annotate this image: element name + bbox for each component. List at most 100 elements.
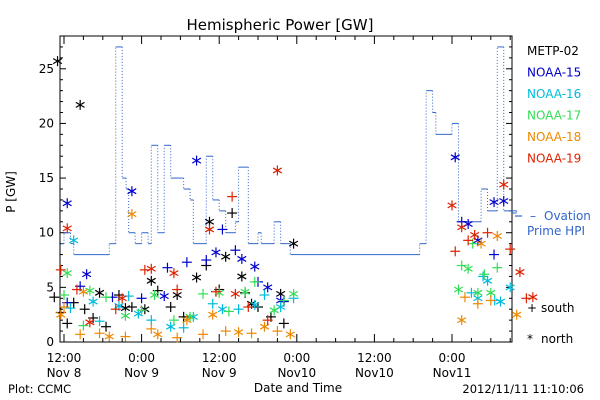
north-marker (453, 284, 464, 295)
north-marker (117, 293, 127, 304)
north-marker (211, 247, 221, 258)
x-tick-label-date: Nov10 (355, 366, 394, 380)
north-marker (120, 310, 131, 321)
south-marker (146, 323, 157, 334)
north-marker (75, 99, 85, 110)
ovation-legend-dash: – (530, 209, 536, 223)
north-marker (149, 290, 160, 301)
x-tick-label-date: Nov 8 (47, 366, 82, 380)
south-marker (233, 304, 244, 315)
data-markers (49, 56, 538, 343)
south-marker (165, 302, 176, 313)
north-marker (217, 304, 228, 315)
legend-item-noaa-15: NOAA-15 (527, 66, 581, 80)
south-marker (65, 303, 76, 314)
north-marker (495, 296, 506, 307)
south-marker (505, 244, 516, 255)
north-marker (191, 155, 202, 166)
south-marker (162, 262, 173, 273)
south-marker-label: south (541, 301, 575, 315)
x-tick-label-date: Nov 9 (202, 366, 237, 380)
south-marker (456, 260, 467, 271)
y-axis-label: P [GW] (4, 171, 18, 213)
north-marker (127, 186, 137, 197)
north-marker (169, 268, 179, 279)
north-marker (528, 292, 538, 303)
legend: METP-02 NOAA-15 NOAA-16 NOAA-17 NOAA-18 NOAA-… (527, 44, 581, 166)
north-marker (457, 222, 467, 233)
north-marker (62, 198, 72, 209)
y-tick-label: 5 (46, 280, 54, 294)
south-marker (278, 295, 289, 306)
north-marker (272, 165, 283, 176)
legend-item-noaa-18: NOAA-18 (527, 130, 581, 144)
x-tick-label-time: 0:00 (439, 351, 466, 365)
south-marker (168, 315, 179, 326)
north-marker (285, 329, 295, 340)
north-marker (146, 263, 156, 274)
y-axis-ticks: 0 5 10 15 20 25 (39, 35, 512, 349)
south-marker (110, 304, 121, 315)
south-marker (472, 298, 483, 309)
north-marker (263, 282, 273, 293)
south-marker (55, 264, 66, 275)
south-marker (249, 276, 260, 287)
south-marker (59, 290, 69, 301)
south-marker (62, 318, 73, 329)
y-tick-label: 10 (39, 226, 54, 240)
marker-legend: + south * north (527, 301, 575, 346)
chart-title: Hemispheric Power [GW] (187, 16, 374, 34)
north-marker (515, 267, 525, 278)
north-marker (269, 305, 279, 316)
south-marker (262, 315, 273, 326)
south-marker (198, 329, 209, 340)
north-marker-symbol: * (527, 332, 533, 346)
north-marker (237, 271, 247, 282)
north-marker (288, 288, 299, 299)
south-marker (94, 328, 105, 339)
north-marker (233, 327, 244, 338)
north-marker (69, 235, 79, 246)
south-marker (220, 326, 231, 337)
y-tick-label: 0 (46, 335, 54, 349)
north-marker (476, 238, 486, 249)
south-marker (230, 245, 241, 256)
x-tick-label-time: 12:00 (202, 351, 237, 365)
north-marker (288, 238, 299, 249)
north-marker (240, 286, 250, 297)
south-marker (101, 292, 112, 303)
y-tick-label: 25 (39, 62, 54, 76)
north-marker (153, 329, 163, 340)
north-marker (230, 288, 240, 299)
south-marker (139, 264, 150, 275)
north-marker-label: north (541, 332, 573, 346)
south-marker (172, 332, 183, 343)
south-marker (227, 208, 238, 219)
south-marker (459, 292, 470, 303)
ovation-legend-label-2: Prime HPI (527, 224, 585, 238)
south-marker (49, 292, 60, 303)
south-marker (201, 255, 212, 266)
south-marker (75, 329, 86, 340)
legend-item-metp-02: METP-02 (527, 44, 579, 58)
south-marker (146, 315, 157, 326)
plot-credit: Plot: CCMC (8, 382, 71, 396)
north-marker (159, 291, 169, 302)
south-marker (120, 331, 131, 342)
north-marker (191, 272, 202, 283)
south-marker (181, 257, 192, 268)
south-marker (463, 235, 474, 246)
south-marker (172, 284, 183, 295)
south-marker (243, 302, 254, 313)
north-marker (88, 296, 98, 307)
north-marker (94, 287, 105, 298)
north-marker (146, 275, 156, 286)
y-tick-label: 20 (39, 116, 54, 130)
north-marker (457, 315, 467, 326)
south-marker (136, 305, 147, 316)
south-marker (178, 322, 189, 333)
north-marker (473, 287, 483, 298)
north-marker (204, 224, 215, 235)
x-axis-label: Date and Time (254, 381, 342, 395)
